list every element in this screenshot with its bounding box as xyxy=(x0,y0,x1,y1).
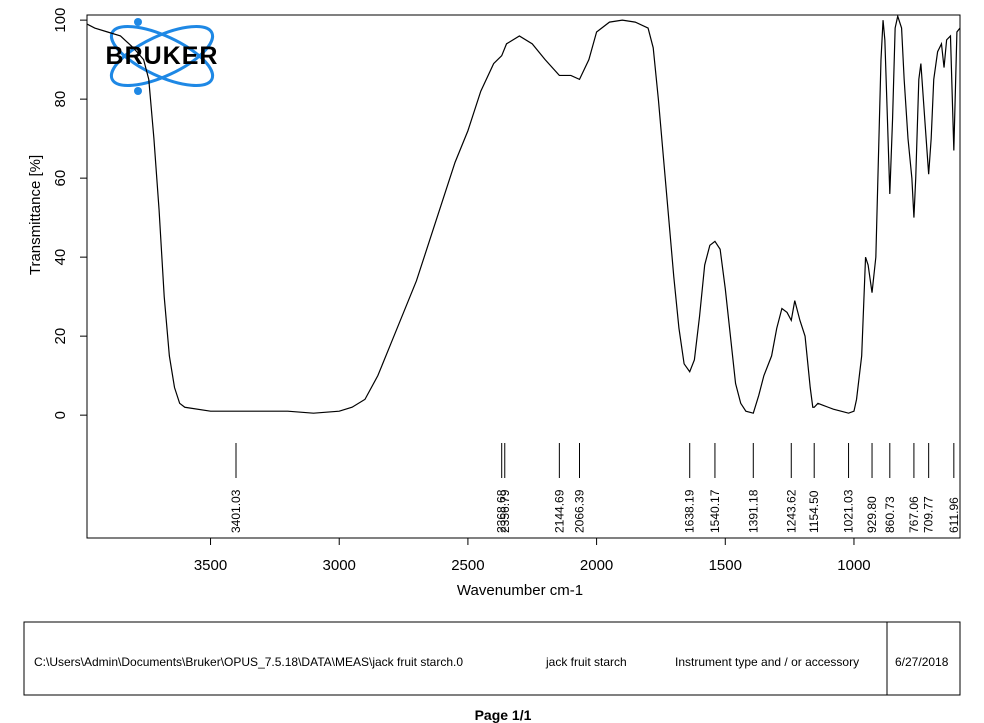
x-tick-label: 2000 xyxy=(580,557,613,574)
x-tick-label: 3000 xyxy=(323,557,356,574)
y-tick-label: 40 xyxy=(52,249,69,266)
peak-label: 2368.68 xyxy=(495,489,509,533)
peak-label: 709.77 xyxy=(922,496,936,533)
y-tick-label: 80 xyxy=(52,91,69,108)
peak-label: 1154.50 xyxy=(807,490,821,533)
footer-path: C:\Users\Admin\Documents\Bruker\OPUS_7.5… xyxy=(34,655,463,669)
peak-label: 2356.79 xyxy=(498,489,512,533)
y-axis-label: Transmittance [%] xyxy=(27,155,44,275)
x-axis-label: Wavenumber cm-1 xyxy=(457,582,583,599)
peak-label: 767.06 xyxy=(907,496,921,533)
y-tick-label: 100 xyxy=(52,8,69,33)
peak-label: 860.73 xyxy=(883,496,897,533)
footer-box xyxy=(23,621,961,696)
x-tick-label: 3500 xyxy=(194,557,227,574)
y-tick-label: 20 xyxy=(52,328,69,345)
x-tick-label: 2500 xyxy=(451,557,484,574)
footer-sample: jack fruit starch xyxy=(545,655,627,669)
peak-label: 1638.19 xyxy=(683,489,697,533)
footer-instrument: Instrument type and / or accessory xyxy=(675,655,859,669)
peak-label: 2144.69 xyxy=(552,489,566,533)
peak-label: 1021.03 xyxy=(842,489,856,533)
x-tick-label: 1500 xyxy=(709,557,742,574)
logo-text: BRUKER xyxy=(106,42,219,70)
peak-label: 2066.39 xyxy=(573,489,587,533)
peak-label: 611.96 xyxy=(947,497,961,533)
spectrum-line xyxy=(87,15,960,414)
peak-label: 1540.17 xyxy=(708,489,722,533)
plot-frame xyxy=(86,14,961,539)
peak-label: 1243.62 xyxy=(784,489,798,533)
footer-date: 6/27/2018 xyxy=(895,655,949,669)
peak-label: 929.80 xyxy=(865,496,879,533)
page-label: Page 1/1 xyxy=(475,707,532,723)
y-tick-label: 60 xyxy=(52,170,69,187)
y-tick-label: 0 xyxy=(52,411,69,419)
peak-label: 3401.03 xyxy=(229,489,243,533)
x-tick-label: 1000 xyxy=(837,557,870,574)
peak-label: 1391.18 xyxy=(746,489,760,533)
logo: BRUKER xyxy=(106,18,219,95)
